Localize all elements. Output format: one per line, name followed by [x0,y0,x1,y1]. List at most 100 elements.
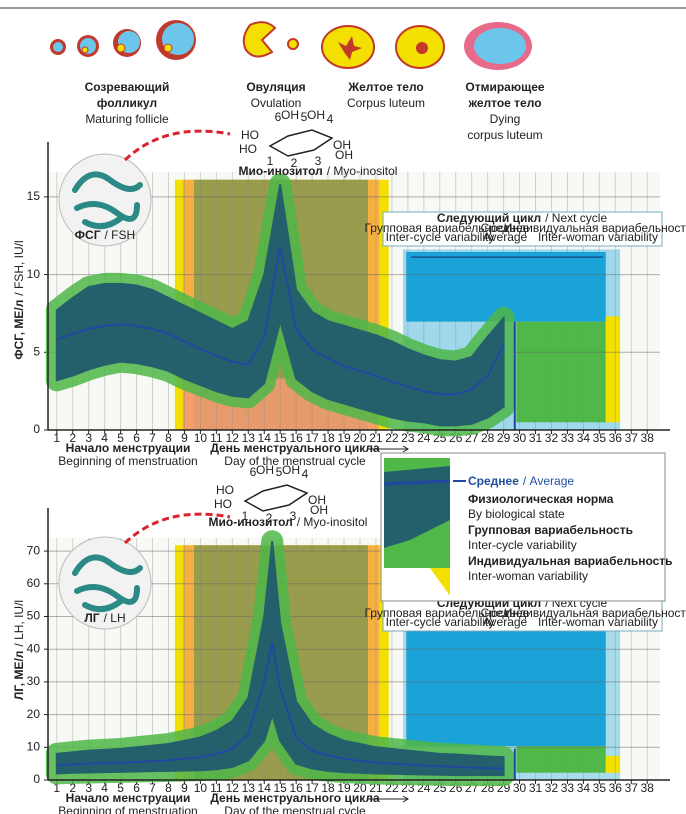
molecule-label: 3 [315,154,322,168]
molecule-label: 1 [242,509,249,523]
x-tick-label: 33 [561,781,575,795]
stage-en: Dying [490,112,521,126]
y-tick-label: 60 [27,576,41,590]
legend-item-ru: Групповая вариабельность [468,523,633,537]
y-axis-label: ФСГ, МЕ/л / FSH, IU/l [12,240,26,359]
x-tick-label: 32 [545,781,559,795]
stage-ru: желтое тело [467,96,541,110]
x-tick-label: 31 [529,781,543,795]
molecule-label: 2 [266,511,273,525]
x-tick-label: 31 [529,431,543,445]
y-tick-label: 50 [27,609,41,623]
stage-en: Maturing follicle [85,112,169,126]
legend-item-ru: Физиологическая норма [468,492,614,506]
y-tick-label: 40 [27,641,41,655]
x-tick-label: 1 [53,431,60,445]
x-tick-label: 35 [593,781,607,795]
protein-label-en: / LH [104,611,126,625]
x-note-en: Beginning of menstruation [58,804,197,814]
x-tick-label: 34 [577,781,591,795]
chart-title-en: / Myo-inositol [297,515,368,529]
next-cycle-en: Inter-cycle variability [386,615,495,629]
y-tick-label: 0 [33,422,40,436]
legend-item-en: By biological state [468,507,565,521]
protein-label-ru: ЛГ [84,611,99,625]
x-note-ru: День менструального цикла [210,441,380,455]
x-tick-label: 36 [609,431,623,445]
molecule-label: OH [282,463,300,477]
y-tick-label: 5 [33,344,40,358]
stage-ru: Созревающий [85,80,170,94]
x-tick-label: 10 [194,431,208,445]
molecule-ring [270,130,332,156]
x-tick-label: 33 [561,431,575,445]
red-arrow [125,131,230,160]
molecule-label: 4 [327,112,334,126]
y-tick-label: 30 [27,674,41,688]
stage-ru: Желтое тело [347,80,424,94]
molecule-label: HO [214,497,232,511]
molecule-label: OH [335,148,353,162]
legend-item-en: Inter-woman variability [468,569,588,583]
x-tick-label: 10 [194,781,208,795]
chart-title-ru: Мио-инозитол [239,164,323,178]
x-tick-label: 28 [481,431,495,445]
molecule-label: HO [241,128,259,142]
x-tick-label: 37 [625,781,639,795]
stage-ru: Отмирающее [465,80,545,94]
x-note-en: Beginning of menstruation [58,454,197,468]
y-tick-label: 20 [27,707,41,721]
x-tick-label: 23 [401,431,415,445]
molecule-label: OH [310,503,328,517]
y-tick-label: 70 [27,543,41,557]
y-axis-label-ru: ФСГ, МЕ/л [12,300,26,360]
protein-label-ru: ФСГ [75,228,101,242]
next-blue [406,615,605,746]
x-tick-label: 37 [625,431,639,445]
legend-average-ru: Среднее [468,474,519,488]
x-tick-label: 30 [513,781,527,795]
next-green [516,322,605,423]
next-cycle-en: Inter-woman variability [538,230,658,244]
stage-ru: Овуляция [246,80,305,94]
molecule-label: HO [216,483,234,497]
chart-title-en: / Myo-inositol [327,164,398,178]
molecule-label: HO [239,142,257,156]
y-axis-label-en: / FSH, IU/l [12,240,26,295]
protein-label: ФСГ / FSH [75,228,135,242]
x-tick-label: 22 [385,431,399,445]
molecule-label: 4 [302,467,309,481]
chart-title: Мио-инозитол / Myo-inositol [209,515,368,529]
stage-en: Corpus luteum [347,96,425,110]
protein-label-en: / FSH [105,228,136,242]
y-axis-label-en: / LH, IU/l [12,600,26,647]
x-tick-label: 30 [513,431,527,445]
stage-ru: фолликул [97,96,157,110]
legend-average-en: / Average [523,474,574,488]
molecule-label: OH [307,108,325,122]
molecule-label: 3 [290,509,297,523]
x-tick-label: 34 [577,431,591,445]
protein-label: ЛГ / LH [84,611,125,625]
x-tick-label: 38 [641,431,655,445]
figure: Созревающий фолликул Maturing follicle Овул… [0,0,686,814]
legend-item-en: Inter-cycle variability [468,538,577,552]
chart-title-ru: Мио-инозитол [209,515,293,529]
stage-en: corpus luteum [467,128,542,142]
y-tick-label: 10 [27,267,41,281]
molecule-label: 1 [267,154,274,168]
x-note-ru: День менструального цикла [210,791,380,805]
y-axis-label-ru: ЛГ, МЕ/л [12,651,26,701]
follicles [50,20,532,70]
y-tick-label: 10 [27,739,41,753]
molecule-label: 2 [291,156,298,170]
molecule-label: OH [281,108,299,122]
legend-item-ru: Индивидуальная вариабельность [468,554,673,568]
x-note-ru: Начало менструации [66,791,191,805]
molecule-ring [245,485,307,511]
next-yellow [606,756,620,773]
next-green [516,746,605,773]
x-note-en: Day of the menstrual cycle [224,804,366,814]
y-axis-label: ЛГ, МЕ/л / LH, IU/l [12,600,26,700]
next-cycle-en: Inter-woman variability [538,615,658,629]
